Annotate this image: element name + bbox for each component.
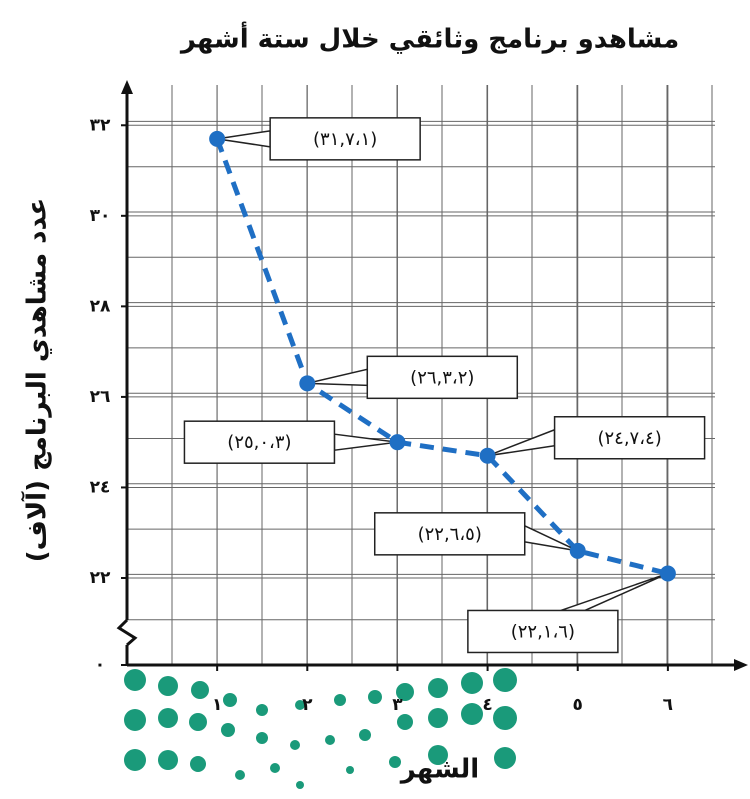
callout-box bbox=[373, 512, 526, 556]
logo-dot bbox=[461, 703, 483, 725]
logo-dot bbox=[325, 735, 335, 745]
logo-dot bbox=[158, 750, 178, 770]
x-axis-arrow bbox=[734, 659, 748, 671]
logo-dot bbox=[189, 713, 207, 731]
logo-dot bbox=[223, 693, 237, 707]
y-tick-label: ٢٦ bbox=[90, 387, 111, 407]
callout-box bbox=[183, 420, 336, 464]
logo-dot bbox=[296, 781, 304, 789]
logo-dot bbox=[290, 740, 300, 750]
logo-dot bbox=[428, 708, 448, 728]
x-tick-label: ١ bbox=[212, 695, 222, 715]
x-tick-label: ٦ bbox=[663, 695, 673, 715]
logo-dot bbox=[389, 756, 401, 768]
data-label: (٢٢,١،٦) bbox=[511, 621, 575, 642]
data-label: (٣١,٧،١) bbox=[313, 129, 377, 150]
y-tick-label: ٢٤ bbox=[90, 477, 111, 497]
axis-break bbox=[116, 618, 138, 647]
logo-dot bbox=[428, 745, 448, 765]
x-tick-label: ٣ bbox=[392, 695, 403, 715]
logo-dot bbox=[493, 668, 517, 692]
data-point bbox=[209, 130, 226, 147]
logo-dot bbox=[124, 709, 146, 731]
logo-dot bbox=[221, 723, 235, 737]
logo-dot bbox=[295, 700, 305, 710]
logo-dot bbox=[493, 706, 517, 730]
y-tick-label: ٣٠ bbox=[90, 206, 111, 226]
logo-dot bbox=[359, 729, 371, 741]
data-label: (٢٢,٦،٥) bbox=[418, 524, 482, 545]
data-point bbox=[569, 542, 586, 559]
y-tick-label: ٠ bbox=[95, 655, 105, 675]
callout-box bbox=[553, 416, 706, 460]
logo-dot bbox=[190, 756, 206, 772]
logo-dot bbox=[270, 763, 280, 773]
logo-dot bbox=[256, 732, 268, 744]
data-point bbox=[659, 565, 676, 582]
logo-dot bbox=[158, 708, 178, 728]
y-axis-arrow bbox=[121, 80, 133, 94]
chart-title: مشاهدو برنامج وثائقي خلال ستة أشهر bbox=[179, 22, 679, 55]
callout-pointer bbox=[307, 368, 369, 387]
logo-dot bbox=[346, 766, 354, 774]
y-tick-label: ٣٢ bbox=[90, 115, 111, 135]
callout-box bbox=[366, 355, 519, 400]
data-label: (٢٥,٠،٣) bbox=[227, 432, 291, 453]
logo-dot bbox=[461, 672, 483, 694]
y-axis-label: عدد مشاهدي البرنامج (آلاف) bbox=[21, 198, 53, 563]
data-point bbox=[299, 375, 316, 392]
x-tick-label: ٢ bbox=[302, 695, 313, 715]
data-label: (٢٤,٧،٤) bbox=[597, 428, 661, 449]
callout-pointer bbox=[487, 428, 556, 457]
logo-dots bbox=[124, 668, 517, 789]
data-line bbox=[214, 137, 669, 576]
x-tick-label: ٤ bbox=[482, 695, 492, 715]
x-tick-label: ٥ bbox=[573, 695, 583, 715]
logo-dot bbox=[428, 678, 448, 698]
y-tick-label: ٢٨ bbox=[90, 296, 111, 316]
logo-dot bbox=[191, 681, 209, 699]
logo-dot bbox=[256, 704, 268, 716]
logo-dot bbox=[368, 690, 382, 704]
x-axis-label: الشهر bbox=[399, 755, 479, 785]
logo-dot bbox=[124, 669, 146, 691]
data-point bbox=[479, 447, 496, 464]
callout-box bbox=[467, 609, 619, 654]
logo-dot bbox=[235, 770, 245, 780]
logo-dot bbox=[158, 676, 178, 696]
logo-dot bbox=[124, 749, 146, 771]
callout-box bbox=[269, 117, 421, 161]
data-label: (٢٦,٣،٢) bbox=[410, 367, 474, 388]
logo-dot bbox=[494, 747, 516, 769]
logo-dot bbox=[397, 714, 413, 730]
y-tick-label: ٢٢ bbox=[90, 568, 111, 588]
data-point bbox=[389, 434, 406, 451]
logo-dot bbox=[396, 683, 414, 701]
logo-dot bbox=[334, 694, 346, 706]
